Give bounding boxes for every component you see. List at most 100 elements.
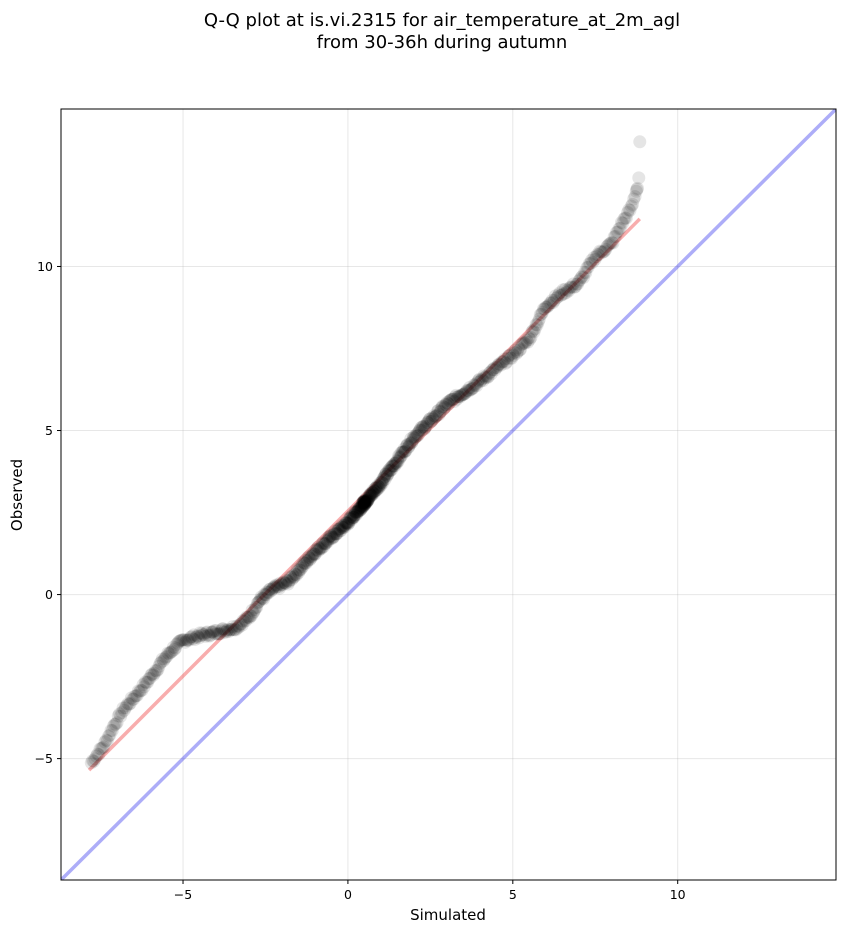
quantile-point <box>401 438 415 452</box>
quantile-point <box>240 610 254 624</box>
quantile-point <box>330 527 344 541</box>
quantile-point <box>378 467 392 481</box>
quantile-point <box>365 485 379 499</box>
quantile-point <box>97 740 111 754</box>
quantile-point <box>210 627 224 641</box>
quantile-point <box>347 509 361 523</box>
chart-title-line-1: Q-Q plot at is.vi.2315 for air_temperatu… <box>204 10 680 31</box>
quantile-point <box>422 414 436 428</box>
quantile-point <box>543 296 557 310</box>
quantile-point <box>418 421 432 435</box>
quantile-point <box>138 675 152 689</box>
quantile-point <box>173 634 187 648</box>
quantile-point <box>439 398 453 412</box>
quantile-point <box>291 564 305 578</box>
quantile-point <box>421 416 435 430</box>
quantile-point <box>253 593 267 607</box>
quantile-point <box>556 283 570 297</box>
quantile-point <box>332 522 346 536</box>
quantile-point <box>122 697 136 711</box>
quantile-point <box>272 580 286 594</box>
quantile-point <box>426 412 440 426</box>
quantile-point <box>271 578 285 592</box>
quantile-point <box>350 506 364 520</box>
quantile-point <box>393 451 407 465</box>
quantile-point <box>356 495 370 509</box>
quantile-point <box>116 701 130 715</box>
quantile-point <box>521 335 535 349</box>
quantile-point <box>229 623 243 637</box>
quantile-point <box>395 445 409 459</box>
quantile-point <box>384 460 398 474</box>
quantile-point <box>293 563 307 577</box>
plot-frame <box>60 108 837 881</box>
quantile-point <box>295 558 309 572</box>
quantile-point <box>267 580 281 594</box>
quantile-point <box>527 325 541 339</box>
quantile-point <box>361 493 375 507</box>
quantile-point <box>180 633 194 647</box>
quantile-point <box>377 471 391 485</box>
grid-lines <box>61 109 836 880</box>
quantile-point <box>286 569 300 583</box>
quantile-point <box>128 689 142 703</box>
quantile-point <box>177 633 191 647</box>
quantile-point <box>567 280 581 294</box>
quantile-point <box>580 261 594 275</box>
quantile-point <box>448 390 462 404</box>
quantile-point <box>335 518 349 532</box>
quantile-point <box>446 392 460 406</box>
quantile-point <box>551 290 565 304</box>
quantile-point <box>486 363 500 377</box>
quantile-point <box>244 609 258 623</box>
quantile-point <box>299 553 313 567</box>
quantile-point <box>515 337 529 351</box>
quantile-point <box>565 280 579 294</box>
quantile-point <box>283 573 297 587</box>
quantile-point <box>145 667 159 681</box>
quantile-point <box>442 394 456 408</box>
quantile-point <box>437 402 451 416</box>
quantile-point <box>288 567 302 581</box>
quantile-point <box>430 408 444 422</box>
quantile-point <box>359 496 373 510</box>
quantile-point <box>590 247 604 261</box>
quantile-point <box>258 588 272 602</box>
quantile-point <box>415 423 429 437</box>
quantile-point <box>372 481 386 495</box>
quantile-point <box>429 409 443 423</box>
quantile-point <box>354 499 368 513</box>
quantile-point <box>570 277 584 291</box>
quantile-point <box>169 641 183 655</box>
quantile-point <box>376 476 390 490</box>
quantile-point <box>356 494 370 508</box>
quantile-point <box>194 629 208 642</box>
quantile-point <box>367 487 381 501</box>
x-axis-label: Simulated <box>410 906 486 924</box>
quantile-point <box>411 428 425 442</box>
quantile-point <box>438 398 452 412</box>
quantile-point <box>444 393 458 407</box>
quantile-point <box>336 520 350 534</box>
quantile-point <box>342 516 356 530</box>
quantile-point <box>341 517 355 531</box>
quantile-point <box>387 457 401 471</box>
quantile-point <box>441 396 455 410</box>
x-tick-label: 5 <box>509 887 517 902</box>
quantile-point <box>98 735 112 749</box>
quantile-point <box>315 541 329 555</box>
quantile-point <box>129 689 143 703</box>
quantile-point <box>488 363 502 377</box>
quantile-point <box>546 296 560 310</box>
quantile-point <box>355 500 369 514</box>
quantile-point <box>334 520 348 534</box>
quantile-point <box>367 484 381 498</box>
quantile-point <box>161 646 175 660</box>
quantile-point <box>225 622 239 636</box>
quantile-point <box>456 388 470 402</box>
quantile-point <box>266 581 280 595</box>
quantile-point <box>537 302 551 316</box>
quantile-point <box>383 464 397 478</box>
quantile-point <box>324 529 338 543</box>
